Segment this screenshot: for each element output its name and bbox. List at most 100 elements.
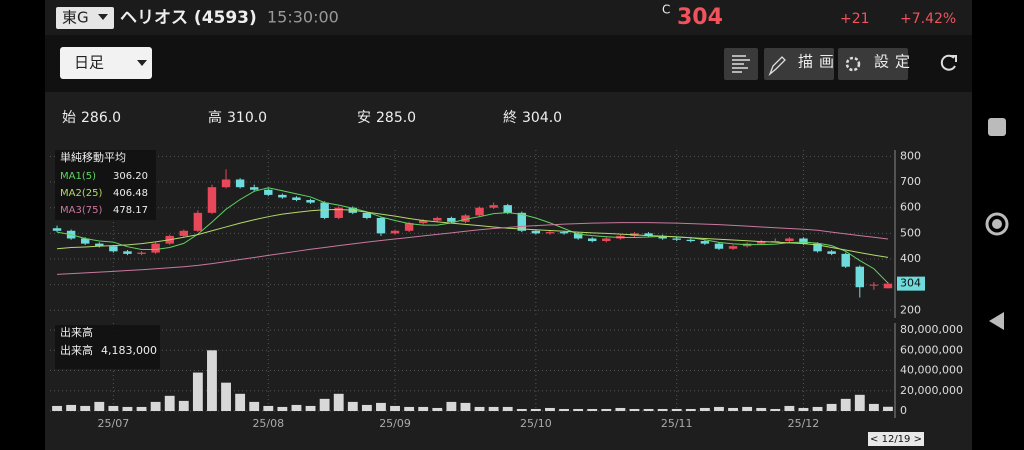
volume-bar: [615, 407, 626, 411]
candle-body: [771, 241, 780, 243]
legend-value: 4,183,000: [101, 344, 157, 357]
exchange-select[interactable]: [56, 7, 114, 29]
volume-bar: [502, 406, 513, 411]
volume-bar: [826, 403, 837, 411]
candle-body: [475, 207, 484, 216]
volume-bar: [840, 398, 851, 411]
candle-body: [587, 238, 597, 242]
legend-value: 478.17: [113, 205, 148, 216]
x-tick-label: 25/12: [788, 417, 820, 430]
candle-body: [292, 197, 301, 201]
nav-home[interactable]: [985, 212, 1009, 236]
candle-body: [686, 239, 696, 242]
ohlc-row: 始 286.0 高 310.0 安 285.0 終 304.0: [62, 109, 562, 126]
volume-bar: [333, 393, 344, 411]
dropdown-arrow: [98, 14, 108, 20]
candle-body: [728, 246, 738, 249]
nav-recent[interactable]: [988, 118, 1006, 136]
change-pct: +7.42%: [900, 11, 956, 27]
price: 304: [677, 5, 723, 30]
volume-bar: [263, 405, 274, 411]
volume-bar: [488, 406, 499, 411]
x-tick-label: 25/09: [379, 417, 411, 430]
candle-body: [756, 241, 766, 244]
y-tick-label: 800: [900, 149, 921, 162]
draw-label: 描画: [798, 53, 840, 71]
volume-bar: [798, 407, 809, 411]
draw-button[interactable]: [764, 48, 834, 80]
volume-bar: [390, 405, 400, 411]
last-price-tag: [897, 276, 925, 291]
volume-bar: [305, 405, 316, 411]
volume-bar: [685, 408, 696, 411]
volume-bar: [80, 405, 91, 411]
candle-body: [855, 266, 865, 288]
dropdown-arrow: [137, 60, 147, 66]
volume-bar: [164, 395, 175, 411]
settings-button[interactable]: [838, 48, 908, 80]
candle-body: [179, 230, 189, 236]
volume-bar: [699, 407, 710, 411]
volume-bar: [319, 398, 330, 411]
volume-bar: [812, 406, 823, 411]
candle-body: [109, 246, 118, 252]
x-tick-label: 25/07: [98, 417, 130, 430]
candle-body: [362, 212, 372, 218]
volume-bar: [94, 401, 105, 411]
candle-body: [306, 200, 315, 203]
volume-bar: [573, 408, 584, 411]
volume-bar: [643, 408, 654, 411]
nav-home-dot: [992, 219, 1002, 229]
candle-body: [545, 232, 555, 234]
candle-body: [433, 217, 442, 221]
candle-body: [827, 251, 836, 254]
nav-back[interactable]: [989, 312, 1004, 330]
volume-bar: [883, 406, 893, 411]
volume-bar: [235, 393, 246, 411]
volume-bar: [277, 406, 288, 411]
candle-body: [503, 205, 512, 213]
candle-body: [658, 235, 667, 239]
candle-body: [151, 243, 160, 253]
volume-bar: [474, 406, 485, 411]
ma-line: [57, 222, 889, 275]
volume-bar: [671, 408, 682, 411]
candle-body: [813, 243, 822, 252]
volume-bar: [207, 350, 217, 411]
y-tick-label: 700: [900, 175, 921, 188]
volume-bar: [868, 403, 879, 411]
candle-body: [334, 207, 343, 218]
volume-bar: [150, 401, 161, 411]
exchange: 東G: [62, 9, 89, 27]
price-flag: C: [662, 3, 670, 17]
volume-bar: [108, 405, 119, 411]
volume-bar: [291, 404, 302, 411]
y-tick-label: 400: [900, 252, 921, 265]
candle-body: [447, 217, 456, 222]
y-tick-label: 80,000,000: [900, 323, 963, 336]
candle-body: [95, 243, 104, 247]
candle-body: [80, 238, 90, 244]
period-select[interactable]: [60, 47, 152, 79]
volume-bar: [52, 405, 62, 411]
volume-bar: [418, 406, 429, 411]
last-price: 304: [900, 277, 921, 290]
volume-bar: [587, 408, 598, 411]
legend-title: 単純移動平均: [60, 150, 126, 164]
candle-body: [404, 223, 414, 231]
time: 15:30:00: [267, 8, 339, 27]
candle-body: [489, 205, 498, 208]
date-tag: [868, 432, 924, 446]
volume-bar: [657, 408, 668, 411]
chart: 200300400500600700800単純移動平均MA1(5)306.20M…: [50, 149, 963, 446]
y-tick-label: 40,000,000: [900, 364, 963, 377]
volume-bar: [122, 406, 133, 411]
y-tick-label: 600: [900, 201, 921, 214]
volume-bar: [714, 406, 724, 411]
volume-bar: [376, 402, 386, 411]
candle-body: [221, 179, 231, 188]
candle-body: [672, 238, 681, 240]
ohlc-value: 310.0: [227, 110, 267, 126]
volume-bar: [221, 382, 231, 411]
volume-bar: [249, 401, 260, 411]
